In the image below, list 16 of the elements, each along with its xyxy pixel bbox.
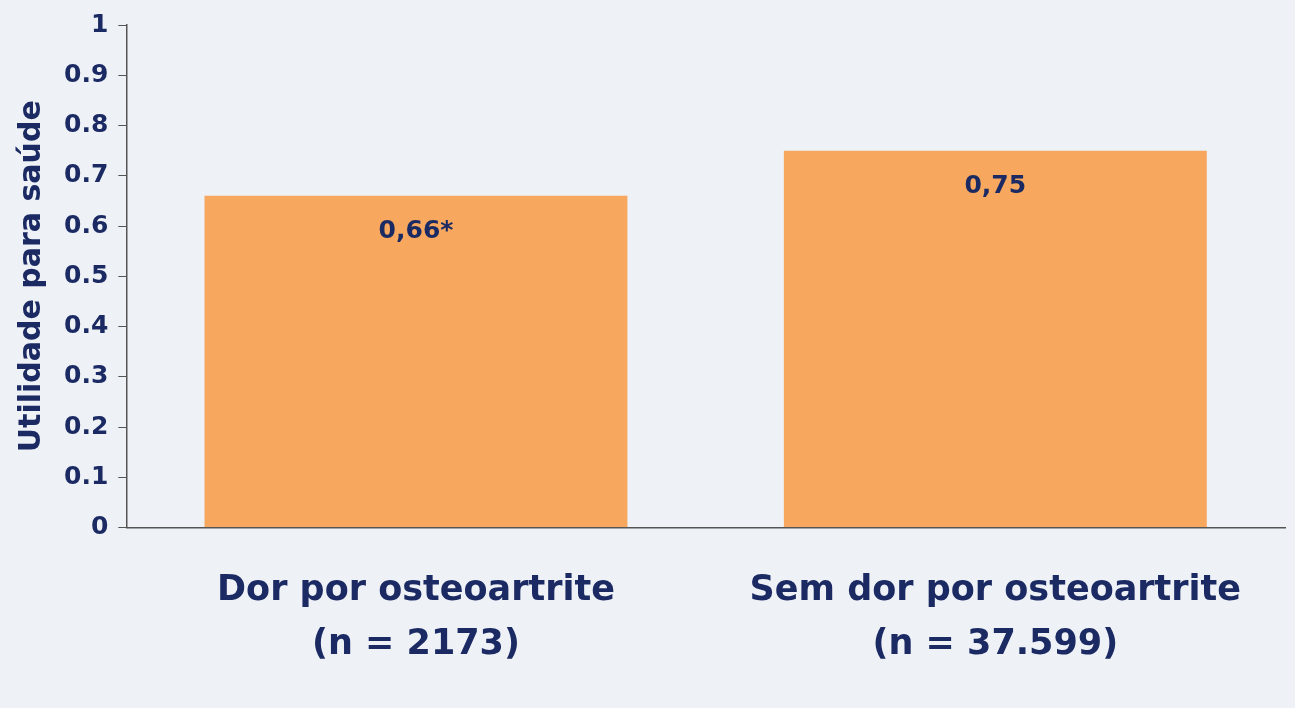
y-tick-label: 0.8: [63, 109, 109, 138]
x-tick-label: Dor por osteoartrite (n = 2173): [217, 567, 615, 662]
x-tick-label: Sem dor por osteoartrite (n = 37.599): [749, 567, 1242, 662]
y-tick-label: 0.5: [63, 259, 109, 289]
y-tick-label: 0.9: [63, 58, 109, 88]
y-tick-label: 0: [90, 511, 109, 540]
y-tick-label: 1: [90, 8, 109, 38]
y-tick-label: 0.1: [63, 460, 109, 490]
y-tick-label: 0.6: [63, 209, 109, 239]
y-tick-label: 0.7: [63, 159, 109, 189]
y-tick-label: 0.4: [63, 310, 109, 339]
data-label: 0,75: [964, 170, 1027, 200]
y-tick-label: 0.2: [63, 410, 109, 440]
data-label: 0,66*: [378, 215, 454, 245]
y-axis-title: Utilidade para saúde: [11, 100, 47, 453]
y-tick-label: 0.3: [63, 360, 109, 390]
